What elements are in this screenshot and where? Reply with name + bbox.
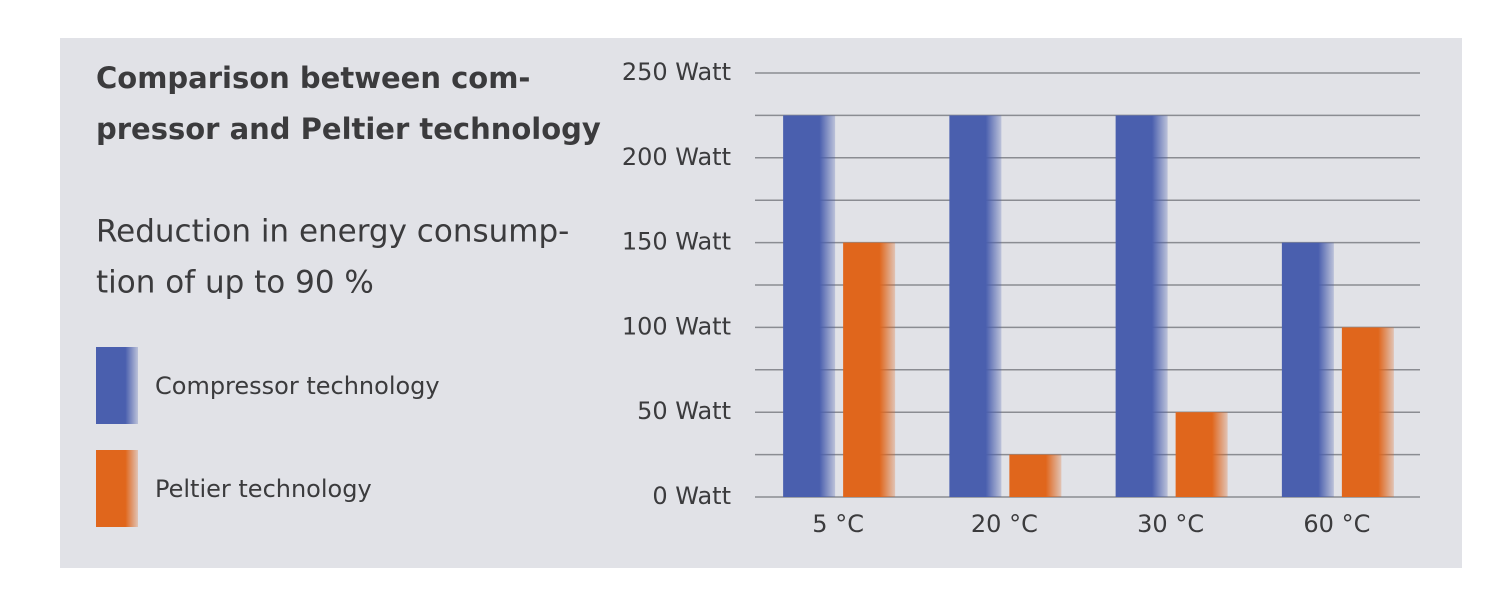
bar bbox=[1281, 242, 1334, 497]
y-tick-label: 200 Watt bbox=[622, 143, 731, 171]
legend-label: Peltier technology bbox=[155, 475, 372, 503]
legend-swatch bbox=[96, 347, 138, 424]
panel bbox=[60, 38, 1462, 568]
bar bbox=[783, 115, 836, 498]
bar bbox=[949, 115, 1002, 498]
legend-label: Compressor technology bbox=[155, 372, 440, 400]
x-tick-label: 5 °C bbox=[812, 510, 864, 538]
bar bbox=[1115, 115, 1168, 498]
bar bbox=[843, 242, 896, 497]
y-tick-label: 50 Watt bbox=[637, 397, 731, 425]
subtitle-line: tion of up to 90 % bbox=[96, 265, 374, 301]
y-tick-label: 0 Watt bbox=[652, 482, 731, 510]
chart-title-line: pressor and Peltier technology bbox=[96, 112, 601, 146]
legend-swatch bbox=[96, 450, 138, 527]
bar bbox=[1009, 454, 1062, 497]
bar bbox=[1341, 327, 1394, 497]
y-tick-label: 250 Watt bbox=[622, 58, 731, 86]
y-tick-label: 150 Watt bbox=[622, 228, 731, 256]
x-tick-label: 20 °C bbox=[971, 510, 1038, 538]
chart-title-line: Comparison between com- bbox=[96, 61, 530, 95]
subtitle-line: Reduction in energy consump- bbox=[96, 214, 569, 250]
x-tick-label: 30 °C bbox=[1137, 510, 1204, 538]
bar bbox=[1175, 412, 1228, 497]
y-tick-label: 100 Watt bbox=[622, 312, 731, 340]
x-tick-label: 60 °C bbox=[1303, 510, 1370, 538]
